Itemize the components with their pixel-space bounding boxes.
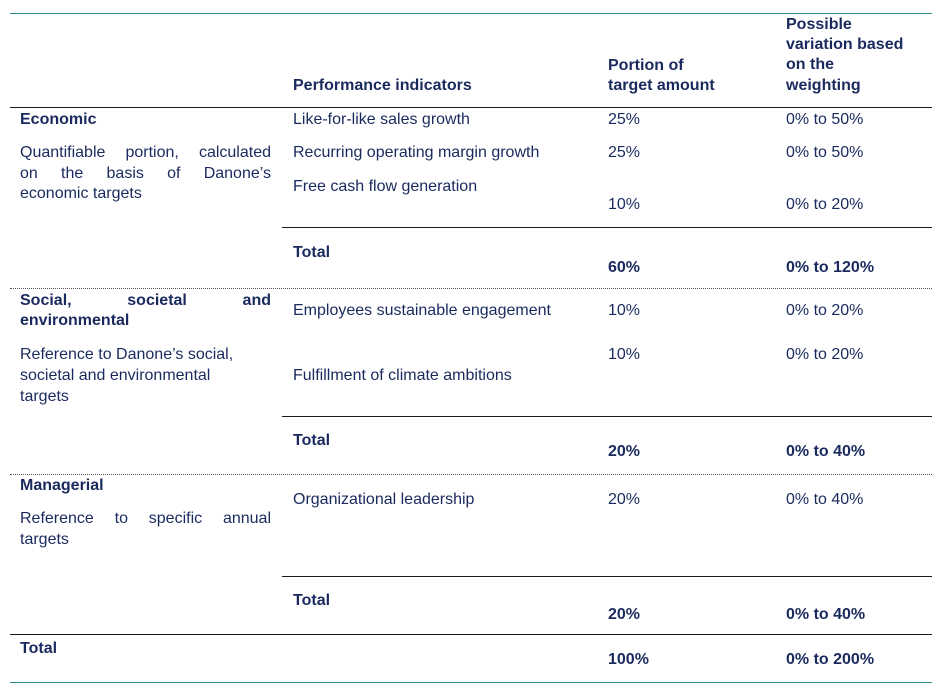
managerial-category-title: Managerial (20, 477, 104, 494)
social-description-line3: targets (20, 388, 69, 405)
header-variation-line1: Possible (786, 16, 852, 33)
managerial-total-divider (282, 576, 932, 577)
portion-employees-engagement: 10% (608, 302, 641, 319)
indicator-like-for-like: Like-for-like sales growth (293, 111, 470, 128)
portion-climate-ambitions: 10% (608, 346, 641, 363)
economic-total-variation: 0% to 120% (786, 259, 875, 276)
grand-total-label: Total (20, 640, 58, 657)
header-variation-line4: weighting (786, 77, 861, 94)
social-section-divider (10, 288, 932, 289)
grand-total-divider (10, 634, 932, 635)
social-category-title-line1: Social, societal and (20, 292, 271, 309)
variation-organizational-leadership: 0% to 40% (786, 491, 864, 508)
social-total-portion: 20% (608, 443, 641, 460)
header-divider (10, 107, 932, 108)
economic-total-label: Total (293, 244, 331, 261)
variation-like-for-like: 0% to 50% (786, 111, 864, 128)
variation-operating-margin: 0% to 50% (786, 144, 864, 161)
indicator-operating-margin: Recurring operating margin growth (293, 144, 540, 161)
portion-organizational-leadership: 20% (608, 491, 641, 508)
grand-total-portion: 100% (608, 651, 649, 668)
top-border (10, 13, 932, 14)
variation-free-cash-flow: 0% to 20% (786, 196, 864, 213)
managerial-total-variation: 0% to 40% (786, 606, 866, 623)
economic-total-portion: 60% (608, 259, 641, 276)
header-performance-indicators: Performance indicators (293, 77, 472, 94)
managerial-total-label: Total (293, 592, 331, 609)
header-variation-line2: variation based (786, 36, 904, 53)
social-total-label: Total (293, 432, 331, 449)
economic-description-line2: on the basis of Danone’s (20, 165, 271, 182)
indicator-climate-ambitions: Fulfillment of climate ambitions (293, 367, 512, 384)
variation-employees-engagement: 0% to 20% (786, 302, 864, 319)
social-description-line1: Reference to Danone’s social, (20, 346, 234, 363)
managerial-section-divider (10, 474, 932, 475)
indicator-employees-engagement: Employees sustainable engagement (293, 302, 551, 319)
header-portion-line2: target amount (608, 77, 715, 94)
economic-total-divider (282, 227, 932, 228)
portion-like-for-like: 25% (608, 111, 641, 128)
social-total-variation: 0% to 40% (786, 443, 866, 460)
managerial-description-line2: targets (20, 531, 69, 548)
header-portion-line1: Portion of (608, 57, 684, 74)
indicator-organizational-leadership: Organizational leadership (293, 491, 475, 508)
portion-free-cash-flow: 10% (608, 196, 641, 213)
variation-climate-ambitions: 0% to 20% (786, 346, 864, 363)
indicator-free-cash-flow: Free cash flow generation (293, 178, 478, 195)
social-description-line2: societal and environmental (20, 367, 211, 384)
economic-description-line3: economic targets (20, 185, 142, 202)
grand-total-variation: 0% to 200% (786, 651, 875, 668)
managerial-total-portion: 20% (608, 606, 641, 623)
bottom-border (10, 682, 932, 683)
portion-operating-margin: 25% (608, 144, 641, 161)
economic-description-line1: Quantifiable portion, calculated (20, 144, 271, 161)
economic-category-title: Economic (20, 111, 97, 128)
social-total-divider (282, 416, 932, 417)
social-category-title-line2: environmental (20, 312, 130, 329)
header-variation-line3: on the (786, 56, 834, 73)
managerial-description-line1: Reference to specific annual (20, 510, 271, 527)
